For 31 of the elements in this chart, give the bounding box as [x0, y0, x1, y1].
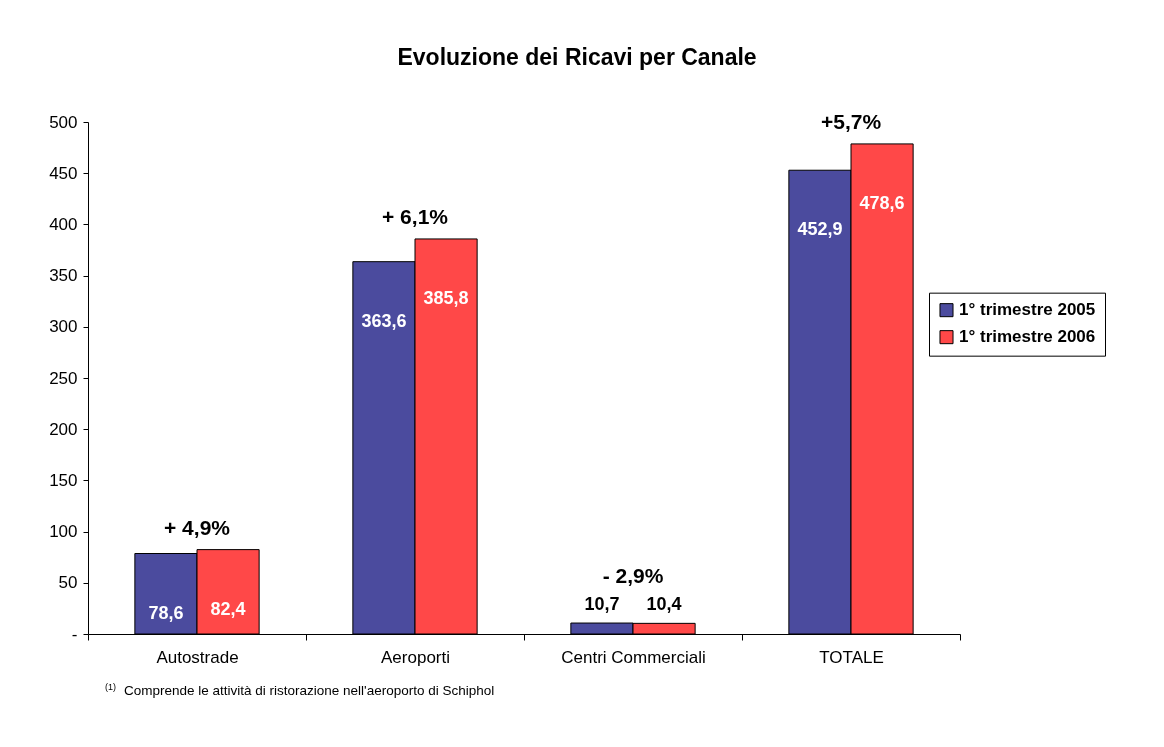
data-label: 363,6 — [361, 310, 407, 331]
x-tick-label: Aeroporti — [381, 647, 450, 667]
x-tick-label: TOTALE — [819, 647, 884, 667]
data-label: 82,4 — [210, 598, 246, 619]
y-tick-label: - — [71, 624, 78, 644]
data-label: 10,7 — [584, 594, 620, 615]
y-tick-label: 250 — [49, 368, 78, 388]
y-tick-label: 50 — [58, 573, 78, 593]
annotation: - 2,9% — [602, 564, 664, 588]
data-label: 10,4 — [646, 594, 682, 615]
data-label: 78,6 — [148, 602, 184, 623]
text: (1) Comprende le attività di ristorazione nell'aeroporto di Schiphol — [105, 682, 495, 698]
y-tick-label: 400 — [49, 214, 78, 234]
legend-label: 1° trimestre 2006 — [959, 327, 1096, 347]
data-label: 478,6 — [859, 192, 905, 213]
x-tick-label: Autostrade — [156, 647, 239, 667]
legend-label: 1° trimestre 2005 — [959, 300, 1096, 320]
y-tick-label: 200 — [49, 419, 78, 439]
data-label: 385,8 — [423, 287, 469, 308]
annotation: + 4,9% — [164, 515, 231, 539]
data-label: 452,9 — [797, 219, 843, 240]
y-tick-label: 150 — [49, 470, 78, 490]
y-tick-label: 500 — [49, 112, 78, 132]
y-tick-label: 450 — [49, 163, 78, 183]
y-tick-label: 100 — [49, 522, 78, 542]
annotation: +5,7% — [820, 109, 882, 133]
y-tick-label: 350 — [49, 266, 78, 286]
chart-title: Evoluzione dei Ricavi per Canale — [397, 43, 757, 70]
x-tick-label: Centri Commerciali — [561, 647, 706, 667]
annotation: + 6,1% — [382, 204, 449, 228]
y-tick-label: 300 — [49, 317, 78, 337]
